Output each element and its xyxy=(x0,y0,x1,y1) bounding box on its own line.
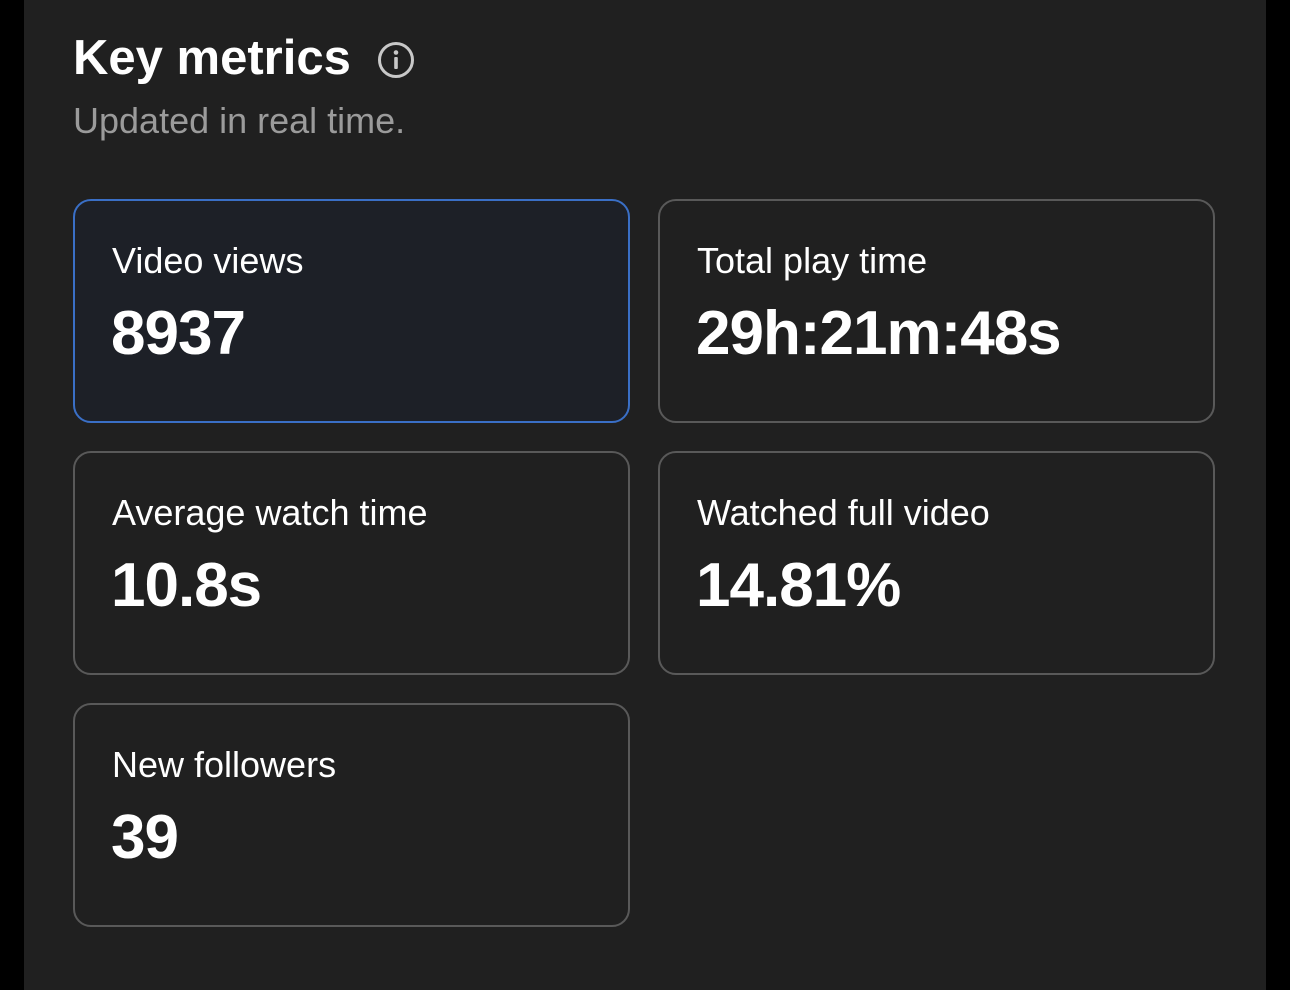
key-metrics-panel: Key metrics Updated in real time. Video … xyxy=(24,0,1266,990)
metric-value: 29h:21m:48s xyxy=(696,299,1062,368)
metric-card[interactable]: Watched full video 14.81% xyxy=(658,451,1215,675)
metric-value: 14.81% xyxy=(696,551,901,620)
subtitle: Updated in real time. xyxy=(73,100,406,141)
metric-label: New followers xyxy=(112,744,337,785)
metric-card[interactable]: Total play time 29h:21m:48s xyxy=(658,199,1215,423)
title: Key metrics xyxy=(73,31,351,85)
metric-label: Total play time xyxy=(697,240,928,281)
metric-label: Average watch time xyxy=(112,492,428,533)
metric-card[interactable]: Average watch time 10.8s xyxy=(73,451,630,675)
metric-card[interactable]: New followers 39 xyxy=(73,703,630,927)
metric-label: Watched full video xyxy=(697,492,990,533)
info-icon[interactable] xyxy=(377,41,415,79)
metric-label: Video views xyxy=(112,240,304,281)
metric-card[interactable]: Video views 8937 xyxy=(73,199,630,423)
metric-value: 10.8s xyxy=(111,551,262,620)
metric-value: 39 xyxy=(111,803,179,872)
metric-value: 8937 xyxy=(111,299,246,368)
